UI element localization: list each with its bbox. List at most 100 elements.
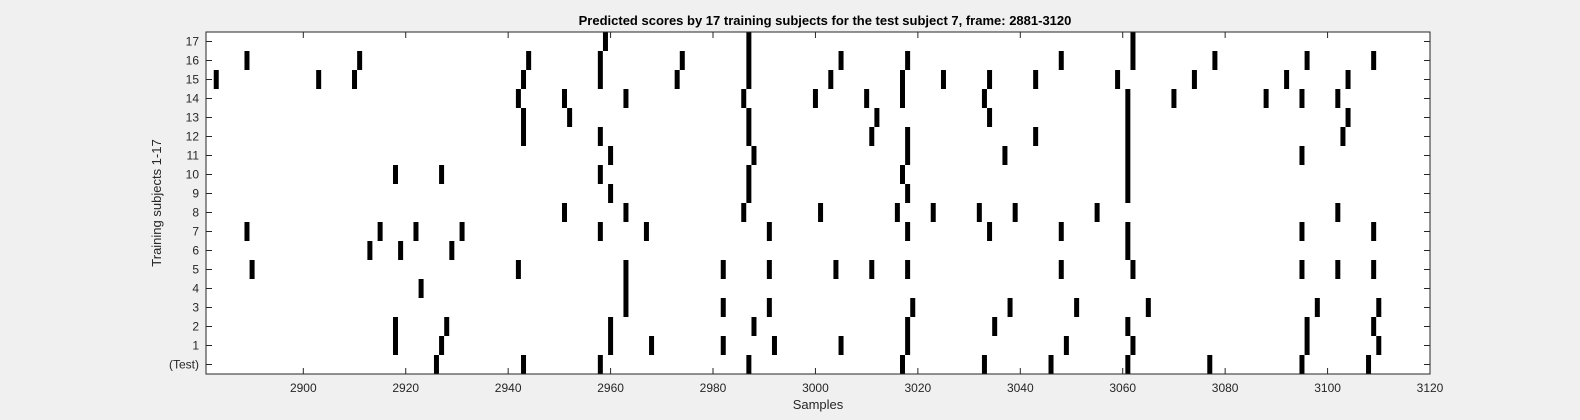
event-mark [746, 355, 752, 374]
event-mark [987, 70, 993, 89]
x-axis-label: Samples [793, 397, 844, 412]
event-mark [1171, 89, 1177, 108]
event-mark [1115, 70, 1121, 89]
event-mark [1074, 298, 1080, 317]
event-mark [597, 355, 603, 374]
event-mark [838, 336, 844, 355]
event-mark [1048, 355, 1054, 374]
event-mark [449, 241, 455, 260]
event-mark [439, 336, 445, 355]
event-mark [1191, 70, 1197, 89]
event-mark [720, 298, 726, 317]
event-mark [597, 222, 603, 241]
event-mark [1371, 260, 1377, 279]
event-mark [1012, 203, 1018, 222]
event-mark [1125, 184, 1131, 203]
event-mark [413, 222, 419, 241]
event-mark [392, 317, 398, 336]
event-mark [623, 203, 629, 222]
event-mark [367, 241, 373, 260]
event-mark [900, 165, 906, 184]
event-mark [567, 108, 573, 127]
event-mark [1366, 355, 1372, 374]
event-mark [444, 317, 450, 336]
event-mark [864, 89, 870, 108]
y-tick-label: 16 [186, 54, 200, 68]
event-mark [1125, 165, 1131, 184]
event-mark [392, 165, 398, 184]
event-mark [905, 51, 911, 70]
event-mark [900, 89, 906, 108]
event-mark [1345, 108, 1351, 127]
event-mark [1299, 222, 1305, 241]
x-tick-label: 2920 [392, 381, 419, 395]
event-mark [1063, 336, 1069, 355]
event-mark [1058, 51, 1064, 70]
event-mark [352, 70, 358, 89]
event-mark [608, 336, 614, 355]
event-mark [597, 51, 603, 70]
event-mark [521, 108, 527, 127]
event-mark [1130, 32, 1136, 51]
event-mark [316, 70, 322, 89]
x-tick-label: 2940 [495, 381, 522, 395]
x-tick-label: 3040 [1007, 381, 1034, 395]
event-mark [1335, 260, 1341, 279]
event-mark [766, 260, 772, 279]
event-mark [746, 32, 752, 51]
event-mark [1125, 317, 1131, 336]
event-mark [1125, 108, 1131, 127]
event-mark [521, 127, 527, 146]
event-mark [521, 70, 527, 89]
event-mark [1284, 70, 1290, 89]
event-mark [398, 241, 404, 260]
event-mark [746, 108, 752, 127]
event-mark [1376, 298, 1382, 317]
event-mark [377, 222, 383, 241]
event-mark [1299, 355, 1305, 374]
event-mark [900, 355, 906, 374]
y-tick-label: 2 [192, 320, 199, 334]
event-mark [746, 51, 752, 70]
y-tick-label: 17 [186, 35, 200, 49]
event-mark [623, 279, 629, 298]
event-mark [766, 298, 772, 317]
event-mark [597, 70, 603, 89]
event-mark [1002, 146, 1008, 165]
event-mark [1125, 222, 1131, 241]
event-mark [1207, 355, 1213, 374]
event-mark [905, 222, 911, 241]
event-mark [828, 70, 834, 89]
event-mark [1058, 260, 1064, 279]
y-tick-label: 1 [192, 339, 199, 353]
event-mark [981, 89, 987, 108]
event-mark [623, 89, 629, 108]
y-tick-label: 8 [192, 206, 199, 220]
event-mark [1335, 89, 1341, 108]
y-axis-label: Training subjects 1-17 [149, 139, 164, 266]
x-tick-label: 3120 [1417, 381, 1444, 395]
event-mark [905, 336, 911, 355]
event-mark [1094, 203, 1100, 222]
event-mark [1145, 298, 1151, 317]
event-mark [433, 355, 439, 374]
event-mark [1125, 146, 1131, 165]
event-mark [1125, 89, 1131, 108]
event-mark [1299, 146, 1305, 165]
event-mark [561, 89, 567, 108]
event-mark [751, 317, 757, 336]
event-mark [1125, 355, 1131, 374]
y-tick-label: (Test) [169, 358, 199, 372]
event-mark [1299, 260, 1305, 279]
plot-area [206, 32, 1430, 374]
event-mark [1371, 317, 1377, 336]
event-mark [741, 203, 747, 222]
event-mark [746, 70, 752, 89]
event-mark [905, 260, 911, 279]
y-tick-label: 10 [186, 168, 200, 182]
event-mark [741, 89, 747, 108]
event-mark [1130, 51, 1136, 70]
event-mark [459, 222, 465, 241]
chart-title: Predicted scores by 17 training subjects… [579, 13, 1072, 28]
